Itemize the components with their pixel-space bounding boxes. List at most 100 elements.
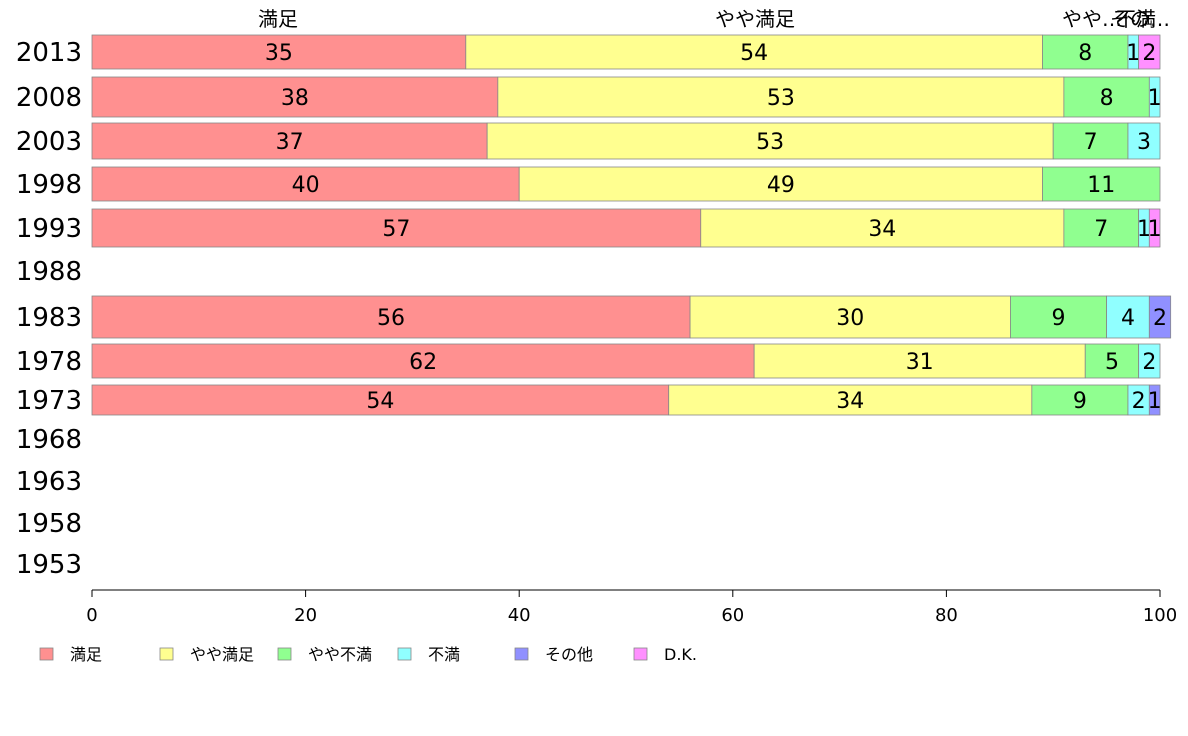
legend-label-1: やや満足: [190, 645, 254, 664]
bar-value-label-1998-0: 40: [292, 173, 320, 198]
year-label-1983: 1983: [16, 303, 82, 333]
bar-value-label-1983-0: 56: [377, 306, 405, 331]
legend-swatch-5: [633, 647, 648, 661]
bar-value-label-2003-3: 3: [1137, 130, 1151, 155]
column-header-0: 満足: [258, 7, 298, 31]
bar-value-label-1978-2: 5: [1105, 350, 1119, 375]
bar-segment-1973-2: [1031, 384, 1129, 416]
bar-value-label-1983-3: 4: [1121, 306, 1135, 331]
bar-segment-1973-4: [1148, 384, 1161, 416]
bar-segment-2013-0: [91, 34, 467, 70]
bar-value-label-1973-1: 34: [836, 389, 864, 414]
bar-segment-1983-2: [1010, 295, 1107, 339]
bar-value-label-1978-1: 31: [906, 350, 934, 375]
year-label-1953: 1953: [16, 550, 82, 580]
legend-label-5: D.K.: [664, 645, 697, 664]
bar-value-label-1993-5: 1: [1148, 217, 1162, 242]
bar-value-label-2008-3: 1: [1148, 86, 1162, 111]
year-label-1993: 1993: [16, 214, 82, 244]
bar-segment-2003-1: [486, 122, 1054, 160]
bar-value-label-1978-3: 2: [1142, 350, 1156, 375]
bar-value-label-2013-5: 2: [1142, 41, 1156, 66]
bar-segment-1973-0: [91, 384, 670, 416]
bar-value-label-2008-1: 53: [767, 86, 795, 111]
bar-value-label-2008-0: 38: [281, 86, 309, 111]
legend-swatch-3: [397, 647, 412, 661]
legend-swatch-0: [39, 647, 54, 661]
column-header-1: やや満足: [715, 7, 795, 31]
bar-segment-2003-0: [91, 122, 488, 160]
bar-value-label-1973-2: 9: [1073, 389, 1087, 414]
bar-segment-1998-2: [1042, 166, 1161, 202]
bar-value-label-2013-0: 35: [265, 41, 293, 66]
bar-value-label-2003-1: 53: [756, 130, 784, 155]
column-headers: 満足 やや満足 やや…不満その…: [258, 7, 1170, 31]
x-axis: 0 20 40 60 80 100: [86, 589, 1177, 626]
x-tick-label-100: 100: [1143, 605, 1177, 626]
year-label-1988: 1988: [16, 257, 82, 287]
bar-segment-1998-1: [518, 166, 1043, 202]
year-label-1963: 1963: [16, 467, 82, 497]
x-tick-label-0: 0: [86, 605, 97, 626]
bar-segment-1998-0: [91, 166, 520, 202]
x-tick-label-80: 80: [935, 605, 958, 626]
bar-segment-1983-0: [91, 295, 691, 339]
bar-segment-1973-1: [668, 384, 1033, 416]
year-labels: 2013 2008 2003 1998 1993 1988 1983 1978 1973 1968…: [16, 38, 82, 580]
bar-value-label-2013-2: 8: [1078, 41, 1092, 66]
bar-value-label-2013-1: 54: [740, 41, 768, 66]
bar-value-label-1978-0: 62: [409, 350, 437, 375]
bar-value-label-1993-3: 1: [1137, 217, 1151, 242]
column-header-2: やや…: [1062, 7, 1122, 31]
legend-label-0: 満足: [70, 645, 102, 664]
legend-swatch-2: [277, 647, 292, 661]
legend: 満足 やや満足 やや不満 不満 その他 D.K.: [39, 645, 697, 664]
x-tick-label-40: 40: [508, 605, 531, 626]
x-tick-label-60: 60: [721, 605, 744, 626]
year-label-1978: 1978: [16, 347, 82, 377]
bar-value-label-1993-1: 34: [868, 217, 896, 242]
year-label-2013: 2013: [16, 38, 82, 68]
bar-value-label-1998-1: 49: [767, 173, 795, 198]
year-label-1998: 1998: [16, 170, 82, 200]
bar-segment-2008-0: [91, 76, 499, 118]
year-label-1968: 1968: [16, 425, 82, 455]
bar-segment-1978-3: [1138, 343, 1161, 379]
legend-label-4: その他: [545, 645, 593, 664]
year-label-2003: 2003: [16, 127, 82, 157]
column-header-4: その…: [1110, 7, 1170, 31]
bar-value-label-1983-1: 30: [836, 306, 864, 331]
bar-value-label-1973-0: 54: [366, 389, 394, 414]
bar-value-label-2013-3: 1: [1126, 41, 1140, 66]
legend-swatch-1: [159, 647, 174, 661]
bar-segment-2008-3: [1148, 76, 1161, 118]
bar-segment-1983-1: [689, 295, 1011, 339]
bar-value-label-1983-2: 9: [1052, 306, 1066, 331]
column-header-3: 不満: [1116, 7, 1156, 31]
bar-segment-2008-2: [1063, 76, 1150, 118]
bar-value-label-2008-2: 8: [1100, 86, 1114, 111]
bar-segment-1993-0: [91, 208, 702, 248]
year-label-2008: 2008: [16, 83, 82, 113]
bar-value-label-1993-2: 7: [1094, 217, 1108, 242]
bar-segment-2008-1: [497, 76, 1065, 118]
bar-value-label-1973-4: 1: [1148, 389, 1162, 414]
year-label-1958: 1958: [16, 509, 82, 539]
bar-value-label-1973-3: 2: [1132, 389, 1146, 414]
legend-label-3: 不満: [428, 645, 460, 664]
year-label-1973: 1973: [16, 386, 82, 416]
bar-segment-2013-5: [1138, 34, 1161, 70]
bar-segment-1978-0: [91, 343, 755, 379]
legend-swatch-4: [514, 647, 529, 661]
bar-value-label-2003-0: 37: [276, 130, 304, 155]
bar-segment-1993-2: [1063, 208, 1140, 248]
bar-value-label-2003-2: 7: [1084, 130, 1098, 155]
bar-segment-1993-5: [1148, 208, 1161, 248]
bar-value-label-1998-2: 11: [1087, 173, 1115, 198]
bar-value-label-1983-4: 2: [1153, 306, 1167, 331]
bar-segment-1983-4: [1148, 295, 1172, 339]
legend-label-2: やや不満: [308, 645, 372, 664]
bar-value-label-1993-0: 57: [382, 217, 410, 242]
